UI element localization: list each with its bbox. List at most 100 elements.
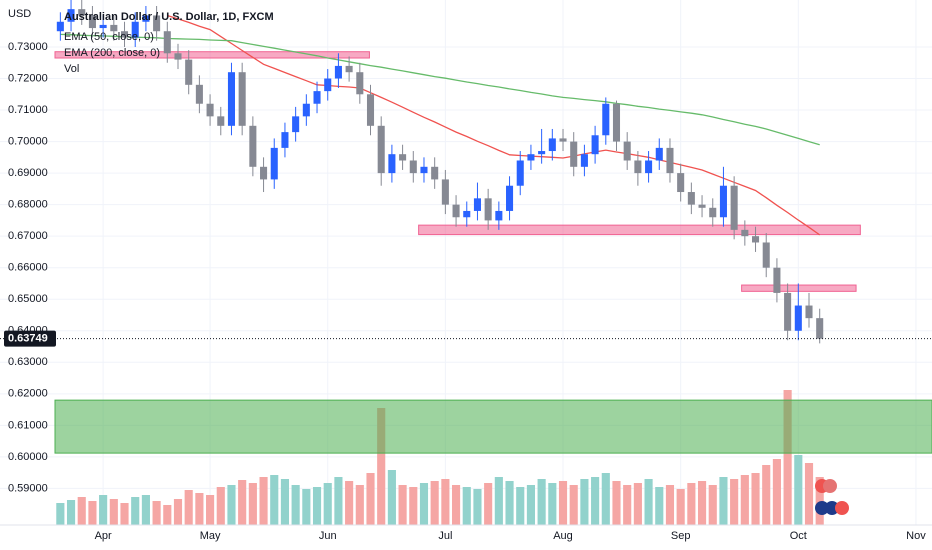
x-tick-label: Jun bbox=[319, 530, 337, 542]
candle-body bbox=[602, 103, 610, 136]
candle-body bbox=[56, 21, 64, 32]
volume-bar bbox=[141, 495, 150, 525]
volume-bar bbox=[302, 489, 311, 525]
candle-body bbox=[452, 204, 460, 218]
volume-bar bbox=[665, 485, 675, 525]
zone bbox=[418, 224, 861, 236]
volume-bar bbox=[494, 477, 503, 525]
volume-bar bbox=[569, 485, 578, 525]
candle-body bbox=[634, 160, 642, 174]
volume-bar bbox=[409, 487, 418, 525]
ema-line bbox=[167, 14, 821, 236]
volume-bar bbox=[623, 485, 632, 525]
candle-body bbox=[548, 138, 556, 152]
volume-bar bbox=[730, 479, 739, 525]
volume-bar bbox=[708, 485, 717, 525]
volume-bar bbox=[580, 479, 589, 525]
candle-body bbox=[67, 9, 75, 22]
volume-bar bbox=[612, 481, 621, 525]
candle-body bbox=[270, 147, 278, 180]
candle-body bbox=[677, 173, 685, 193]
y-tick-label: 0.72000 bbox=[8, 72, 48, 84]
last-price-box bbox=[4, 330, 56, 347]
volume-bar bbox=[66, 500, 76, 525]
x-tick-label: Jul bbox=[438, 530, 452, 542]
volume-bar bbox=[206, 495, 215, 525]
candle-body bbox=[794, 305, 802, 331]
candle-body bbox=[142, 15, 150, 22]
event-icon[interactable] bbox=[835, 501, 849, 515]
candle-body bbox=[506, 185, 514, 211]
y-tick-label: 0.70000 bbox=[8, 135, 48, 147]
candle-body bbox=[324, 78, 332, 92]
volume-bar bbox=[377, 408, 386, 525]
x-tick-label: Apr bbox=[95, 530, 112, 542]
volume-bar bbox=[248, 483, 257, 525]
candle-body bbox=[773, 267, 781, 293]
x-tick-label: Oct bbox=[790, 530, 807, 542]
y-tick-label: 0.60000 bbox=[8, 451, 48, 463]
y-tick-label: 0.65000 bbox=[8, 293, 48, 305]
event-icon[interactable] bbox=[825, 501, 839, 515]
volume-bar bbox=[312, 487, 322, 525]
volume-bar bbox=[601, 473, 610, 525]
y-tick-label: 0.73000 bbox=[8, 41, 48, 53]
volume-bar bbox=[719, 477, 728, 525]
volume-bar bbox=[505, 481, 514, 525]
volume-bar bbox=[815, 477, 824, 525]
volume-bar bbox=[655, 487, 664, 525]
volume-bar bbox=[216, 487, 225, 525]
candle-body bbox=[377, 125, 385, 174]
candle-body bbox=[463, 210, 471, 218]
event-icon[interactable] bbox=[823, 479, 837, 493]
volume-bar bbox=[131, 497, 140, 525]
y-tick-label: 0.67000 bbox=[8, 230, 48, 242]
y-tick-label: 0.62000 bbox=[8, 388, 48, 400]
zone bbox=[54, 51, 370, 59]
volume-bar bbox=[473, 489, 482, 525]
volume-bar bbox=[387, 470, 396, 525]
candle-body bbox=[709, 207, 717, 218]
candle-body bbox=[612, 103, 621, 142]
candle-body bbox=[356, 72, 364, 95]
candle-body bbox=[441, 179, 449, 205]
volume-bar bbox=[676, 489, 685, 525]
candle-body bbox=[495, 210, 503, 221]
x-tick-label: May bbox=[200, 530, 221, 542]
event-icons[interactable] bbox=[815, 479, 849, 515]
candle-body bbox=[238, 72, 246, 126]
volume-bar bbox=[430, 481, 439, 525]
legend-ema50: EMA (50, close, 0) bbox=[64, 31, 154, 43]
legend-volume: Vol bbox=[64, 63, 79, 75]
volume-bar bbox=[152, 501, 161, 525]
y-tick-label: 0.61000 bbox=[8, 419, 48, 431]
candle-body bbox=[227, 72, 235, 126]
volume-bar bbox=[291, 485, 300, 525]
volume-bar bbox=[794, 455, 803, 525]
volume-bar bbox=[238, 480, 247, 525]
candle-body bbox=[559, 138, 567, 142]
candle-body bbox=[816, 318, 824, 339]
y-tick-label: 0.59000 bbox=[8, 482, 48, 494]
candle-body bbox=[366, 94, 375, 126]
event-icon[interactable] bbox=[815, 501, 829, 515]
y-tick-label: 0.71000 bbox=[8, 104, 48, 116]
candle-body bbox=[206, 103, 214, 117]
volume-bar bbox=[163, 505, 172, 525]
volume-bar bbox=[591, 477, 600, 525]
candle-body bbox=[249, 125, 257, 167]
candle-body bbox=[110, 24, 118, 32]
volume-bar bbox=[633, 483, 642, 525]
zone bbox=[741, 284, 857, 292]
x-tick-label: Nov bbox=[906, 530, 926, 542]
volume-bar bbox=[526, 485, 535, 525]
candle-body bbox=[302, 103, 310, 117]
candle-body bbox=[88, 15, 96, 29]
candle-body bbox=[687, 192, 695, 205]
volume-bar bbox=[751, 473, 760, 525]
candle-body bbox=[591, 135, 599, 155]
volume-bar bbox=[195, 493, 204, 525]
ema-line bbox=[60, 33, 820, 146]
volume-bar bbox=[740, 475, 749, 525]
volume-bar bbox=[77, 497, 86, 525]
